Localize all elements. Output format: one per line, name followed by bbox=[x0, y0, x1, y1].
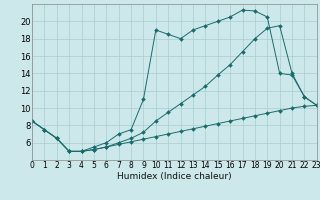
X-axis label: Humidex (Indice chaleur): Humidex (Indice chaleur) bbox=[117, 172, 232, 181]
